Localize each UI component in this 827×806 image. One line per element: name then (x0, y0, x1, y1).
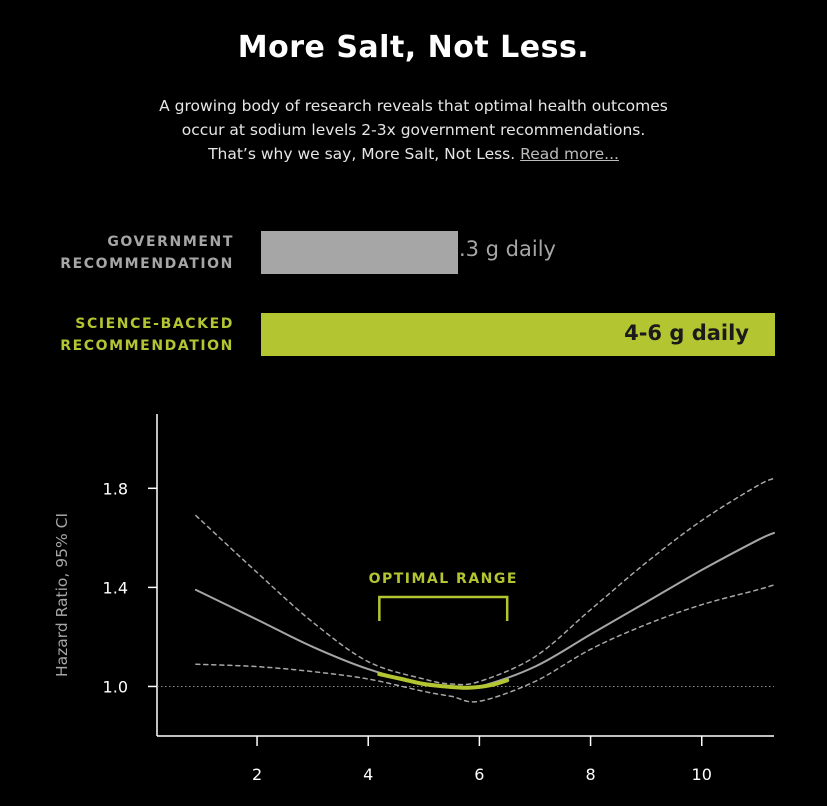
hazard-ratio-chart: 1.0 1.4 1.8 2 4 6 8 10 Hazard Ratio, 95% CI OPTIM… (53, 414, 775, 784)
label-line: SCIENCE-BACKED (75, 316, 234, 332)
y-axis-label: Hazard Ratio, 95% CI (53, 513, 71, 677)
x-tick-label: 8 (585, 765, 595, 784)
science-recommendation-label: SCIENCE-BACKED RECOMMENDATION (60, 313, 234, 357)
intro-text: A growing body of research reveals that … (0, 94, 827, 166)
x-tick-label: 2 (252, 765, 262, 784)
ci-lower-line (195, 584, 775, 703)
science-recommendation-value: 4-6 g daily (624, 321, 749, 345)
intro-line: occur at sodium levels 2-3x government r… (181, 121, 646, 139)
science-recommendation-bar (261, 313, 775, 356)
optimal-range-line (377, 672, 510, 690)
label-line: RECOMMENDATION (60, 256, 234, 272)
optimal-range-label: OPTIMAL RANGE (369, 571, 518, 587)
x-tick-label: 6 (474, 765, 484, 784)
read-more-link[interactable]: Read more... (520, 145, 619, 163)
y-tick-label: 1.8 (103, 479, 128, 498)
ci-upper-line (195, 477, 775, 686)
label-line: RECOMMENDATION (60, 338, 234, 354)
y-tick-label: 1.0 (103, 677, 128, 696)
x-tick-label: 4 (363, 765, 373, 784)
government-recommendation-bar (261, 231, 459, 274)
intro-line: That’s why we say, More Salt, Not Less. (208, 145, 516, 163)
label-line: GOVERNMENT (107, 234, 234, 250)
x-tick-label: 10 (692, 765, 712, 784)
optimal-range-bracket (378, 595, 509, 621)
government-recommendation-label: GOVERNMENT RECOMMENDATION (60, 231, 234, 275)
intro-line-with-link: That’s why we say, More Salt, Not Less. … (0, 142, 827, 166)
page-title: More Salt, Not Less. (237, 30, 590, 65)
y-tick-label: 1.4 (103, 578, 128, 597)
hazard-ratio-line (194, 531, 775, 690)
government-recommendation-value: <2.3 g daily (428, 237, 556, 261)
intro-line: A growing body of research reveals that … (159, 97, 668, 115)
